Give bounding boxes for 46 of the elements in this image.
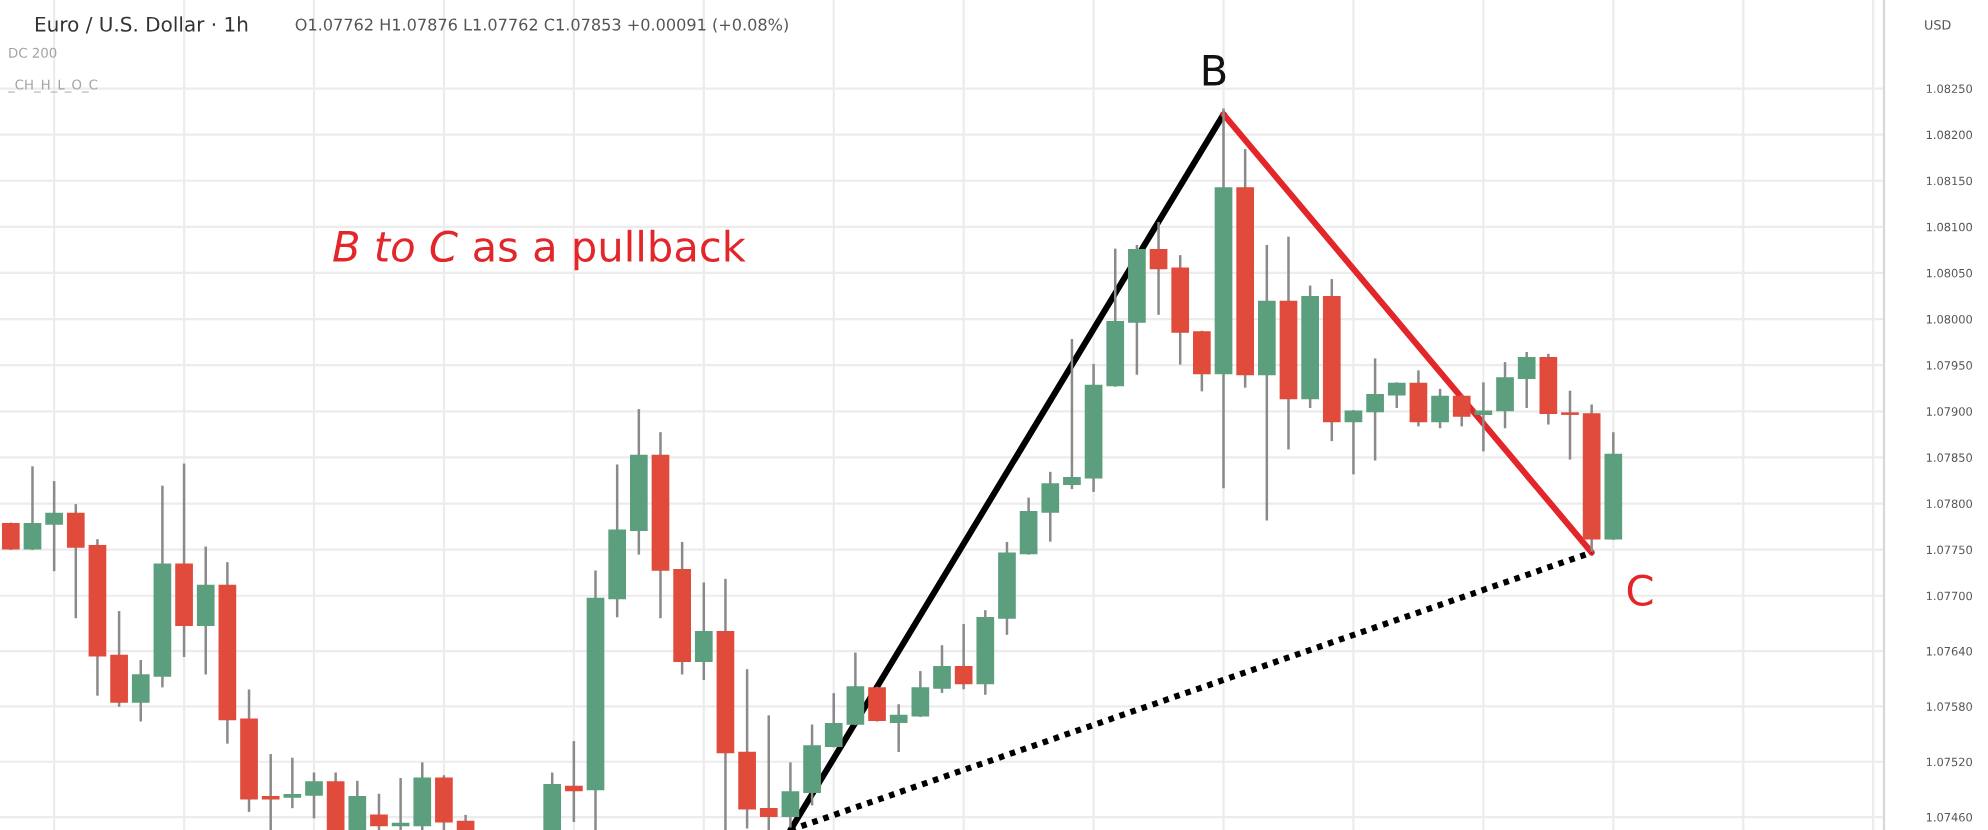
candlestick xyxy=(954,624,973,690)
candlestick xyxy=(326,772,345,830)
candlestick xyxy=(565,741,583,823)
candlestick xyxy=(933,645,951,693)
candlestick xyxy=(1,522,20,550)
candlestick xyxy=(435,775,453,830)
candlestick xyxy=(1517,351,1536,408)
candlestick xyxy=(305,772,323,819)
text: O1.07762 H1.07876 L1.07762 C1.07853 +0.00091 (+0.08%) xyxy=(295,18,788,33)
candlestick xyxy=(1409,370,1428,427)
candlestick xyxy=(803,724,821,806)
candlestick xyxy=(23,466,42,550)
candlestick xyxy=(283,757,302,809)
candlestick xyxy=(1366,358,1384,461)
candlestick xyxy=(1149,221,1168,315)
candlestick xyxy=(1496,362,1514,429)
candlestick xyxy=(1063,339,1081,490)
candlestick xyxy=(694,582,713,681)
candlestick xyxy=(66,504,85,619)
candlestick xyxy=(413,762,432,830)
candlestick xyxy=(1452,395,1471,427)
candlestick xyxy=(1019,497,1038,555)
candlestick xyxy=(846,652,865,726)
candlestick xyxy=(543,772,562,830)
candlestick xyxy=(759,715,778,830)
candlestick xyxy=(1474,382,1493,452)
candlestick xyxy=(1431,388,1449,429)
annotation: C xyxy=(1627,574,1653,607)
annotation: B to C as a pullback xyxy=(333,229,746,271)
text: Euro / U.S. Dollar · 1h xyxy=(35,16,248,34)
candlestick xyxy=(1561,390,1579,460)
candlestick xyxy=(1041,471,1060,542)
candlestick xyxy=(1387,382,1406,408)
candlestick xyxy=(1344,410,1363,475)
candlestick xyxy=(45,481,63,572)
candlestick xyxy=(781,762,800,828)
candlestick xyxy=(131,659,150,722)
annotation: B xyxy=(1203,55,1226,86)
candlestick xyxy=(261,754,280,830)
candlestick xyxy=(1193,330,1211,392)
candlestick xyxy=(868,686,886,722)
candlestick xyxy=(824,693,843,748)
candlestick xyxy=(370,793,388,830)
candlestick xyxy=(196,546,215,675)
candlestick xyxy=(348,780,367,830)
candlestick xyxy=(110,611,128,707)
